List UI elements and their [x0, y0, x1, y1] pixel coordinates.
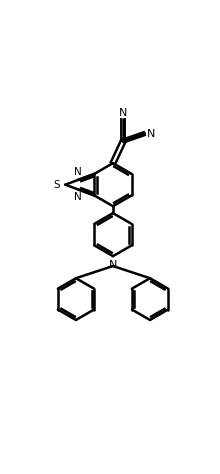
Text: N: N — [74, 192, 82, 202]
Text: S: S — [53, 180, 60, 190]
Text: N: N — [74, 167, 82, 177]
Text: N: N — [119, 108, 128, 118]
Text: N: N — [147, 128, 155, 138]
Text: N: N — [109, 260, 117, 270]
